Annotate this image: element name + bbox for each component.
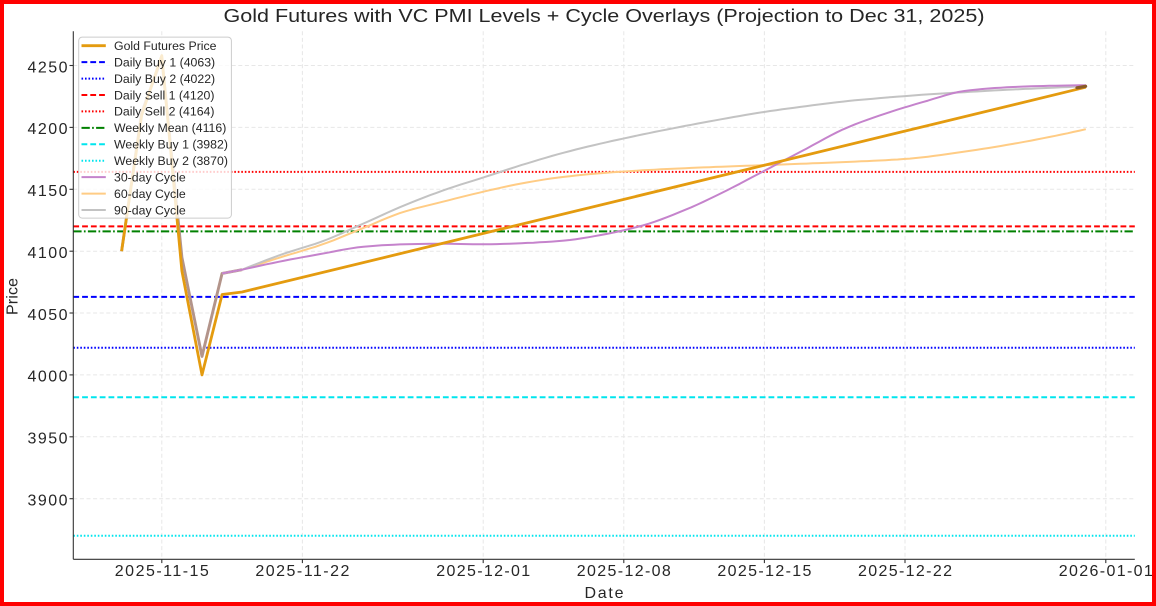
svg-text:Gold Futures Price: Gold Futures Price bbox=[114, 39, 217, 53]
svg-text:4100: 4100 bbox=[28, 245, 68, 262]
svg-text:2025-12-22: 2025-12-22 bbox=[858, 563, 952, 580]
svg-text:30-day Cycle: 30-day Cycle bbox=[114, 170, 186, 184]
svg-text:2025-12-15: 2025-12-15 bbox=[717, 563, 811, 580]
svg-text:Gold Futures with VC PMI Level: Gold Futures with VC PMI Levels + Cycle … bbox=[224, 5, 985, 26]
svg-text:Daily Sell 1 (4120): Daily Sell 1 (4120) bbox=[114, 88, 214, 102]
svg-text:2025-12-01: 2025-12-01 bbox=[436, 563, 530, 580]
svg-text:4150: 4150 bbox=[28, 183, 68, 200]
svg-text:Daily Sell 2 (4164): Daily Sell 2 (4164) bbox=[114, 105, 214, 119]
svg-text:Daily Buy 1 (4063): Daily Buy 1 (4063) bbox=[114, 55, 215, 69]
svg-text:Date: Date bbox=[585, 585, 624, 602]
svg-text:2025-12-08: 2025-12-08 bbox=[577, 563, 671, 580]
svg-text:60-day Cycle: 60-day Cycle bbox=[114, 187, 186, 201]
svg-text:3900: 3900 bbox=[28, 493, 68, 510]
svg-text:90-day Cycle: 90-day Cycle bbox=[114, 203, 186, 217]
svg-text:Weekly Buy 2 (3870): Weekly Buy 2 (3870) bbox=[114, 154, 228, 168]
svg-text:4000: 4000 bbox=[28, 369, 68, 386]
svg-text:Price: Price bbox=[5, 278, 22, 315]
svg-text:Daily Buy 2 (4022): Daily Buy 2 (4022) bbox=[114, 72, 215, 86]
svg-text:4200: 4200 bbox=[28, 121, 68, 138]
svg-text:4250: 4250 bbox=[28, 59, 68, 76]
svg-text:Weekly Mean (4116): Weekly Mean (4116) bbox=[114, 121, 226, 135]
svg-text:4050: 4050 bbox=[28, 307, 68, 324]
svg-text:Weekly Buy 1 (3982): Weekly Buy 1 (3982) bbox=[114, 138, 228, 152]
svg-text:3950: 3950 bbox=[28, 431, 68, 448]
svg-text:2026-01-01: 2026-01-01 bbox=[1059, 563, 1153, 580]
